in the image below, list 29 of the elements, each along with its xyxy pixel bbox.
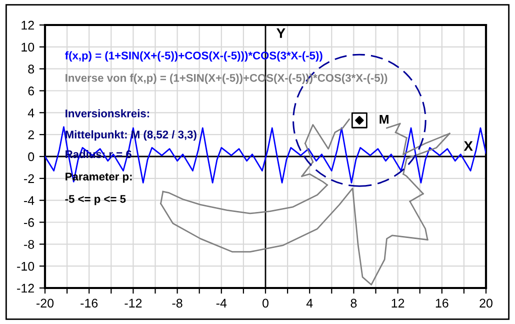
y-tick-label: -6	[24, 218, 34, 227]
x-tick-label: 12	[392, 298, 404, 308]
y-tick-label: 6	[28, 86, 34, 96]
x-tick-label: -16	[80, 298, 98, 308]
y-tick-label: -12	[17, 284, 34, 293]
y-axis-title: Y	[276, 28, 286, 38]
y-tick-label: 12	[22, 20, 34, 30]
y-tick-label: 0	[28, 152, 34, 162]
x-tick-label: 8	[350, 298, 357, 308]
y-tick-label: 10	[22, 42, 34, 52]
x-tick-label: 20	[480, 298, 492, 308]
x-tick-label: 16	[436, 298, 448, 308]
y-tick-label: -4	[24, 196, 34, 205]
x-tick-label: 0	[262, 298, 268, 308]
y-tick-label: -10	[17, 262, 34, 271]
y-tick-label: 8	[28, 64, 34, 74]
x-tick-label: -20	[36, 298, 54, 308]
x-tick-label: -8	[172, 298, 182, 308]
y-tick-label: 2	[28, 130, 34, 140]
y-tick-label: 4	[28, 108, 34, 118]
x-axis-title: X	[464, 141, 473, 151]
x-tick-label: 4	[306, 298, 313, 308]
y-tick-label: -8	[24, 240, 34, 249]
annotation: Inversionskreis:	[66, 109, 150, 118]
x-tick-label: -12	[124, 298, 142, 308]
annotation: -5 <= p <= 5	[65, 195, 126, 206]
y-tick-label: -2	[24, 174, 34, 183]
x-tick-label: -4	[216, 298, 227, 308]
annotation: M	[380, 114, 388, 124]
